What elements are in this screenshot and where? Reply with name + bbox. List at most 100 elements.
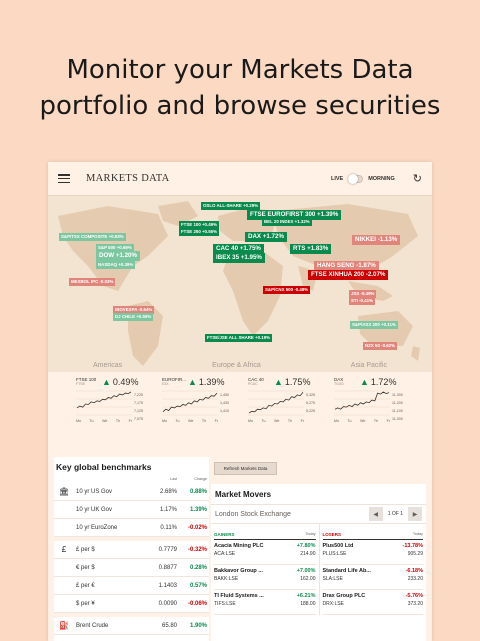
benchmark-row[interactable]: 10 yr EuroZone 0.11% -0.02% <box>54 519 209 537</box>
sparkline-change: 1.39% <box>198 377 225 387</box>
index-tag[interactable]: DAX +1.72% <box>245 232 287 242</box>
up-arrow-icon: ▲ <box>360 377 369 387</box>
index-tag[interactable]: NIKKEI -1.13% <box>352 235 401 245</box>
fuel-pump-icon: ⛽ <box>59 621 69 630</box>
region-asia-pacific[interactable]: Asia Pacific <box>350 362 387 369</box>
up-arrow-icon: ▲ <box>274 377 283 387</box>
sparkline-card[interactable]: DAX TGXD ▲ 1.72% 11,300 11,200 11,100 11,000… <box>334 376 404 423</box>
index-tag[interactable]: IBEX 35 +1.95% <box>213 253 265 263</box>
mover-price: 162.00 <box>300 576 316 582</box>
pound-icon: £ <box>61 545 67 554</box>
index-tag[interactable]: IBOVESPA -0.64% <box>113 306 155 314</box>
index-tag[interactable]: S&P/CNX 500 -0.48% <box>263 286 311 294</box>
sparkline-day: Mo <box>162 419 167 423</box>
sparkline-day: Th <box>287 419 293 423</box>
benchmark-change: 0.88% <box>189 488 207 495</box>
index-tag[interactable]: MEXBOL IPC -0.03% <box>69 278 116 286</box>
app-title: MARKETS DATA <box>86 173 170 184</box>
benchmark-change: -0.02% <box>187 524 207 531</box>
mover-price: 905.29 <box>407 551 423 557</box>
mover-row[interactable]: Plus500 Ltd -13.78% PLUS:LSE 905.29 <box>322 540 423 565</box>
benchmark-row[interactable]: € per $ 0.8877 0.28% <box>54 559 209 577</box>
region-americas[interactable]: Americas <box>92 362 123 369</box>
bank-icon: 🏛 <box>58 487 70 496</box>
index-tag[interactable]: HANG SENG -1.87% <box>314 261 379 271</box>
sparkline-chart <box>248 390 304 416</box>
sparkline-index-name: CAC 40 <box>248 377 264 382</box>
group-separator <box>54 613 209 617</box>
refresh-markets-button[interactable]: Refresh Markets Data <box>214 462 277 475</box>
benchmark-row[interactable]: 10 yr UK Gov 1.17% 1.39% <box>54 501 209 519</box>
sparkline-days: Mo Tu We Th Fr <box>248 419 304 423</box>
index-tag[interactable]: DJ CHILE +0.55% <box>113 313 154 321</box>
col-last-header: Last <box>170 477 177 481</box>
benchmark-row[interactable]: $ per ¥ 0.0090 -0.06% <box>54 595 209 613</box>
benchmark-last: 2.68% <box>159 488 177 495</box>
index-tag[interactable]: FTSE XINHUA 200 -2.07% <box>308 270 389 280</box>
sparkline-days: Mo Tu We Th Fr <box>76 419 132 423</box>
sparkline-line <box>162 392 218 413</box>
sparkline-day: Fr <box>300 419 304 423</box>
mover-name: Acacia Mining PLC <box>214 543 264 549</box>
index-tag[interactable]: FTSE/JSE ALL SHARE +0.19% <box>205 334 273 342</box>
refresh-icon[interactable]: ↻ <box>412 173 422 185</box>
sparkline-tick: 7,225 <box>134 393 143 397</box>
mover-row[interactable]: Drax Group PLC -5.76% DRX:LSE 373.20 <box>322 590 423 615</box>
col-change-header: Change <box>194 477 207 481</box>
benchmark-row[interactable]: £ per € 1.1403 0.57% <box>54 577 209 595</box>
index-tag[interactable]: CAC 40 +1.75% <box>213 244 264 254</box>
index-tag[interactable]: FTSE EUROFIRST 300 +1.39% <box>247 210 342 220</box>
sparkline-day: Tu <box>347 419 352 423</box>
index-tag[interactable]: FTSE 250 +0.55% <box>179 228 219 236</box>
index-tag[interactable]: NASDAQ +0.39% <box>96 261 136 269</box>
sparkline-card[interactable]: FTSE 100 FTSE ▲ 0.49% 7,225 7,175 7,125 7,07… <box>76 376 146 423</box>
benchmark-change: -0.32% <box>187 546 207 553</box>
live-morning-toggle[interactable] <box>348 173 364 184</box>
benchmarks-header: Last Change <box>54 475 209 483</box>
mover-row[interactable]: TI Fluid Systems ... +6.21% TIFS:LSE 188.00 <box>214 590 316 615</box>
index-tag[interactable]: FTSE 100 +0.49% <box>179 221 219 229</box>
prev-page-button[interactable]: ◀ <box>368 507 383 521</box>
page-indicator: 1 OF 1 <box>387 511 403 517</box>
mover-row[interactable]: Standard Life Ab... -6.18% SLA:LSE 233.20 <box>322 565 423 590</box>
benchmark-name: € per $ <box>76 564 95 571</box>
benchmark-change: 0.28% <box>189 564 207 571</box>
index-tag[interactable]: STI -0.41% <box>349 297 375 305</box>
region-europe-africa[interactable]: Europe & Africa <box>212 362 261 369</box>
mover-price: 214.90 <box>300 551 316 557</box>
benchmark-row[interactable]: £ £ per $ 0.7779 -0.32% <box>54 541 209 559</box>
mover-row[interactable]: Bakkavor Group ... +7.00% BAKK:LSE 162.00 <box>214 565 316 590</box>
sparkline-card[interactable]: CAC 40 PCAC ▲ 1.75% 5,325 5,275 5,225 Mo Tu W… <box>248 376 318 423</box>
index-tag[interactable]: NZX 50 -0.62% <box>363 342 398 350</box>
sparkline-tick: 5,275 <box>306 401 315 405</box>
benchmarks-rows: 🏛 10 yr US Gov 2.68% 0.88% 10 yr UK Gov 1.17%… <box>54 483 209 635</box>
index-tag[interactable]: DOW +1.20% <box>96 251 140 261</box>
sparkline-chart <box>162 390 218 416</box>
benchmark-row[interactable]: 🏛 10 yr US Gov 2.68% 0.88% <box>54 483 209 501</box>
region-labels: Americas Europe & Africa Asia Pacific <box>48 362 432 376</box>
sparkline-tick: 7,125 <box>134 409 143 413</box>
sparkline-day: Fr <box>386 419 390 423</box>
exchange-name[interactable]: London Stock Exchange <box>215 510 291 518</box>
hamburger-menu-icon[interactable] <box>58 174 70 183</box>
index-tag[interactable]: S&P/ASX 200 +0.11% <box>350 321 398 329</box>
index-tag[interactable]: S&P/TSX COMPOSITE +0.93% <box>59 233 126 241</box>
index-tag[interactable]: JSX -0.49% <box>349 290 377 298</box>
sparkline-card[interactable]: EUROFIR... E3X ▲ 1.39% 1,450 1,430 1,410 Mo… <box>162 376 232 423</box>
mover-change: -5.76% <box>405 593 423 599</box>
gainers-label: GAINERS <box>214 532 235 537</box>
mover-name: Drax Group PLC <box>322 593 366 599</box>
index-tag[interactable]: BEL 20 INDEX +1.32% <box>262 218 312 226</box>
headline-line-1: Monitor your Markets Data <box>66 55 414 85</box>
benchmark-name: Brent Crude <box>76 622 109 629</box>
benchmark-row[interactable]: ⛽ Brent Crude 65.80 1.90% <box>54 617 209 635</box>
index-tag[interactable]: OSLO ALL-SHARE +0.29% <box>201 202 261 210</box>
index-tag[interactable]: S&P 500 +0.69% <box>96 244 134 252</box>
mover-row[interactable]: Acacia Mining PLC +7.80% ACA:LSE 214.90 <box>214 540 316 565</box>
index-tag[interactable]: RTS +1.83% <box>290 244 332 254</box>
sparkline-index-code: FTSE <box>76 382 85 386</box>
sparkline-day: Mo <box>334 419 339 423</box>
morning-label: MORNING <box>368 175 395 182</box>
next-page-button[interactable]: ▶ <box>408 507 422 521</box>
sparkline-index-name: DAX <box>334 377 344 382</box>
